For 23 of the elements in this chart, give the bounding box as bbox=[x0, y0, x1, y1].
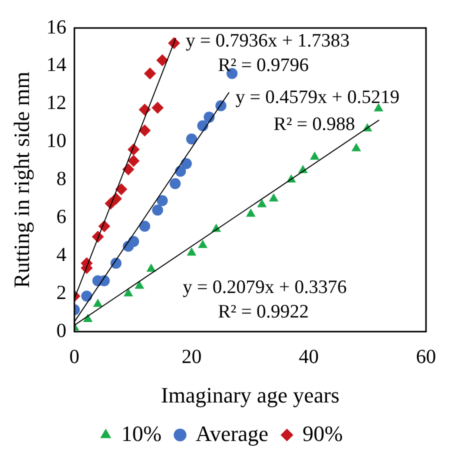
annotation: y = 0.4579x + 0.5219 bbox=[236, 87, 400, 108]
x-axis-title: Imaginary age years bbox=[161, 382, 340, 408]
legend-label: 90% bbox=[302, 420, 343, 446]
y-tick-label: 12 bbox=[46, 92, 66, 114]
legend-label: Average bbox=[196, 420, 268, 446]
x-tick-label: 60 bbox=[416, 346, 436, 368]
annotation: y = 0.7936x + 1.7383 bbox=[186, 30, 350, 52]
y-tick-label: 16 bbox=[46, 16, 66, 38]
x-tick-label: 40 bbox=[298, 346, 319, 368]
y-tick-label: 0 bbox=[56, 320, 66, 342]
annotation: y = 0.2079x + 0.3376 bbox=[182, 276, 347, 298]
x-tick-label: 20 bbox=[182, 346, 202, 368]
annotation: R² = 0.9922 bbox=[218, 302, 309, 323]
y-tick-label: 10 bbox=[46, 130, 66, 152]
annotation: R² = 0.9796 bbox=[218, 54, 309, 76]
y-tick-label: 14 bbox=[46, 54, 66, 76]
y-tick-label: 8 bbox=[56, 168, 66, 190]
y-tick-label: 6 bbox=[56, 206, 66, 228]
y-axis-title: Rutting in right side mm bbox=[8, 72, 34, 288]
y-tick-label: 2 bbox=[56, 282, 66, 304]
annotation: R² = 0.988 bbox=[274, 114, 355, 135]
y-tick-label: 4 bbox=[56, 244, 66, 266]
legend-label: 10% bbox=[121, 420, 162, 446]
